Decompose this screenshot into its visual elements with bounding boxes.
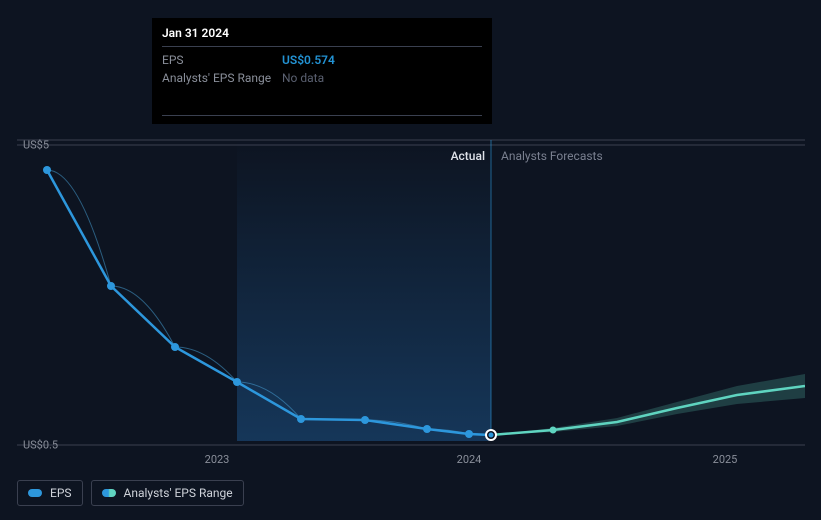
x-axis-label: 2023 (205, 453, 230, 466)
tooltip: Jan 31 2024 EPSUS$0.574Analysts' EPS Ran… (152, 18, 492, 124)
tooltip-row-value: US$0.574 (282, 53, 335, 67)
legend-range[interactable]: Analysts' EPS Range (91, 480, 244, 506)
chart-svg (17, 124, 805, 467)
tooltip-row: EPSUS$0.574 (162, 51, 482, 69)
tooltip-date: Jan 31 2024 (162, 26, 482, 47)
segment-label-actual: Actual (451, 149, 485, 163)
legend-label: EPS (50, 486, 72, 500)
legend-eps[interactable]: EPS (17, 480, 83, 506)
y-axis-label: US$5 (23, 139, 49, 152)
legend: EPS Analysts' EPS Range (17, 480, 244, 506)
segment-label-forecast: Analysts Forecasts (501, 149, 603, 163)
y-axis-label: US$0.5 (23, 439, 58, 452)
tooltip-footer-divider (162, 115, 482, 116)
x-axis-label: 2025 (713, 453, 738, 466)
legend-swatch (28, 489, 42, 497)
tooltip-row-label: Analysts' EPS Range (162, 71, 282, 85)
tooltip-row: Analysts' EPS RangeNo data (162, 69, 482, 87)
legend-label: Analysts' EPS Range (124, 486, 233, 500)
tooltip-row-label: EPS (162, 53, 282, 67)
eps-chart: US$5 US$0.5 2023 2024 2025 Actual Analysts … (17, 124, 805, 467)
legend-swatch (102, 489, 116, 497)
x-axis-label: 2024 (457, 453, 482, 466)
tooltip-row-value: No data (282, 71, 324, 85)
